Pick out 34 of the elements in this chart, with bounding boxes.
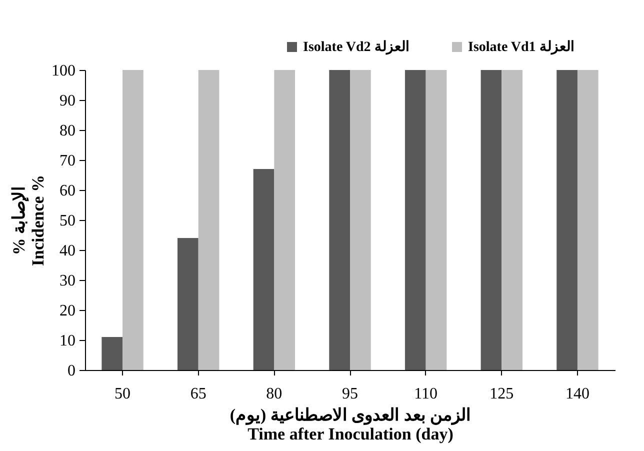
x-tick-label: 125 [490, 386, 514, 402]
y-tick-label: 40 [60, 242, 76, 260]
legend-label: Isolate Vd2 العزلة [303, 40, 410, 55]
y-tick-label: 60 [60, 182, 76, 200]
bar [102, 337, 123, 370]
x-tick-label: 140 [565, 386, 590, 402]
y-tick-label: 20 [60, 302, 76, 320]
bar [122, 70, 144, 370]
y-tick-label: 30 [60, 272, 76, 290]
bar [178, 238, 198, 370]
y-tick-label: 0 [68, 362, 76, 380]
y-tick-label: 70 [60, 152, 76, 170]
bar [329, 70, 350, 370]
bar [404, 70, 426, 370]
y-tick-label: 10 [60, 332, 76, 350]
bar [556, 70, 578, 370]
bar [502, 70, 522, 370]
x-tick-label: 65 [190, 386, 206, 402]
bar [274, 70, 296, 370]
y-tick-label: 50 [60, 212, 76, 230]
x-tick-label: 95 [342, 386, 358, 402]
x-tick-label: 80 [266, 386, 282, 402]
bar [426, 70, 447, 370]
bar [480, 70, 502, 370]
y-tick-label: 100 [52, 62, 76, 80]
legend-label: Isolate Vd1 العزلة [468, 40, 574, 55]
y-tick-label: 90 [60, 92, 76, 110]
bar [350, 70, 371, 370]
x-tick-label: 110 [414, 386, 438, 402]
bar [253, 169, 274, 370]
bar [198, 70, 220, 370]
x-tick-label: 50 [114, 386, 131, 402]
bar [577, 70, 598, 370]
y-tick-label: 80 [60, 122, 76, 140]
